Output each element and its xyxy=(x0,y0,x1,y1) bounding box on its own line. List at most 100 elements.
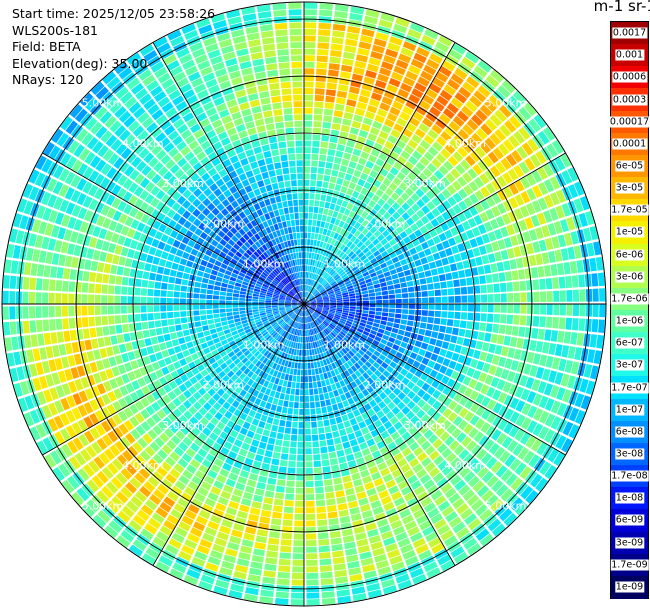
range-gate xyxy=(476,448,488,461)
range-gate xyxy=(358,224,365,233)
range-gate xyxy=(541,368,551,381)
range-gate xyxy=(223,441,233,450)
range-gate xyxy=(356,328,364,334)
range-gate xyxy=(450,457,462,469)
range-gate xyxy=(324,102,335,110)
range-gate xyxy=(304,127,312,134)
range-gate xyxy=(316,333,320,341)
range-gate xyxy=(366,385,374,394)
range-gate xyxy=(213,318,221,323)
range-gate xyxy=(417,388,426,398)
range-gate xyxy=(425,111,438,123)
range-gate xyxy=(284,373,289,381)
range-gate xyxy=(428,467,440,478)
range-gate xyxy=(362,475,372,484)
range-gate xyxy=(514,386,525,399)
range-gate xyxy=(110,264,118,275)
range-gate xyxy=(349,301,356,304)
range-gate xyxy=(295,388,300,396)
range-gate xyxy=(350,227,358,235)
range-gate xyxy=(370,257,377,265)
range-gate xyxy=(244,526,257,535)
range-gate xyxy=(186,341,194,349)
range-gate xyxy=(323,272,329,279)
range-gate xyxy=(239,412,248,421)
range-gate xyxy=(260,414,268,423)
range-gate xyxy=(165,260,173,269)
range-gate xyxy=(495,216,505,228)
range-gate xyxy=(356,300,363,304)
range-gate xyxy=(9,306,16,320)
range-gate xyxy=(381,96,393,106)
range-gate xyxy=(508,182,519,195)
range-gate xyxy=(323,307,330,310)
range-gate xyxy=(311,280,315,286)
range-gate xyxy=(383,330,391,336)
range-gate xyxy=(322,181,329,189)
range-gate xyxy=(312,321,316,328)
range-gate xyxy=(524,157,536,171)
range-gate xyxy=(330,281,337,286)
range-gate xyxy=(153,289,161,297)
range-gate xyxy=(470,114,484,127)
range-gate xyxy=(487,253,496,263)
range-gate xyxy=(120,295,127,304)
range-gate xyxy=(484,374,494,385)
range-gate xyxy=(356,101,368,110)
range-gate xyxy=(300,310,303,317)
range-gate xyxy=(434,495,447,507)
range-gate xyxy=(346,494,357,503)
range-gate xyxy=(401,314,408,320)
range-gate xyxy=(249,445,258,454)
range-gate xyxy=(503,186,514,198)
range-gate xyxy=(503,260,511,271)
range-gate xyxy=(291,428,298,435)
range-gate xyxy=(340,357,347,364)
range-gate xyxy=(137,261,146,270)
range-gate xyxy=(311,160,318,167)
range-gate xyxy=(302,343,304,350)
range-gate xyxy=(378,152,388,162)
range-gate xyxy=(394,248,403,256)
range-gate xyxy=(314,311,320,316)
range-gate xyxy=(304,317,306,323)
range-gate xyxy=(411,385,421,394)
range-gate xyxy=(421,291,428,297)
range-gate xyxy=(174,277,182,285)
range-gate xyxy=(397,426,407,436)
range-gate xyxy=(89,272,97,283)
range-gate xyxy=(394,364,403,373)
range-gate xyxy=(325,266,331,272)
range-gate xyxy=(22,276,30,290)
range-gate xyxy=(333,410,341,418)
range-gate xyxy=(342,222,349,230)
range-gate xyxy=(229,535,242,545)
range-gate xyxy=(361,313,369,317)
range-gate xyxy=(309,245,313,253)
range-gate xyxy=(392,396,402,406)
range-gate xyxy=(473,90,487,103)
range-gate xyxy=(312,127,321,135)
range-gate xyxy=(306,566,319,573)
range-gate xyxy=(435,242,444,252)
range-gate xyxy=(272,451,281,459)
range-gate xyxy=(433,455,445,466)
range-gate xyxy=(402,105,414,116)
range-gate xyxy=(28,291,36,304)
range-gate xyxy=(460,346,469,356)
range-gate xyxy=(482,155,494,168)
range-gate xyxy=(531,200,542,213)
range-gate xyxy=(454,344,462,354)
range-gate xyxy=(367,133,378,142)
range-gate xyxy=(115,275,123,285)
range-gate xyxy=(314,327,319,334)
range-gate xyxy=(150,336,159,345)
range-gate xyxy=(454,362,463,372)
range-gate xyxy=(245,298,252,302)
range-gate xyxy=(273,445,282,453)
range-gate xyxy=(484,99,497,113)
range-gate xyxy=(318,317,324,322)
range-gate xyxy=(397,401,406,411)
range-gate xyxy=(411,213,420,223)
range-gate xyxy=(520,388,531,401)
